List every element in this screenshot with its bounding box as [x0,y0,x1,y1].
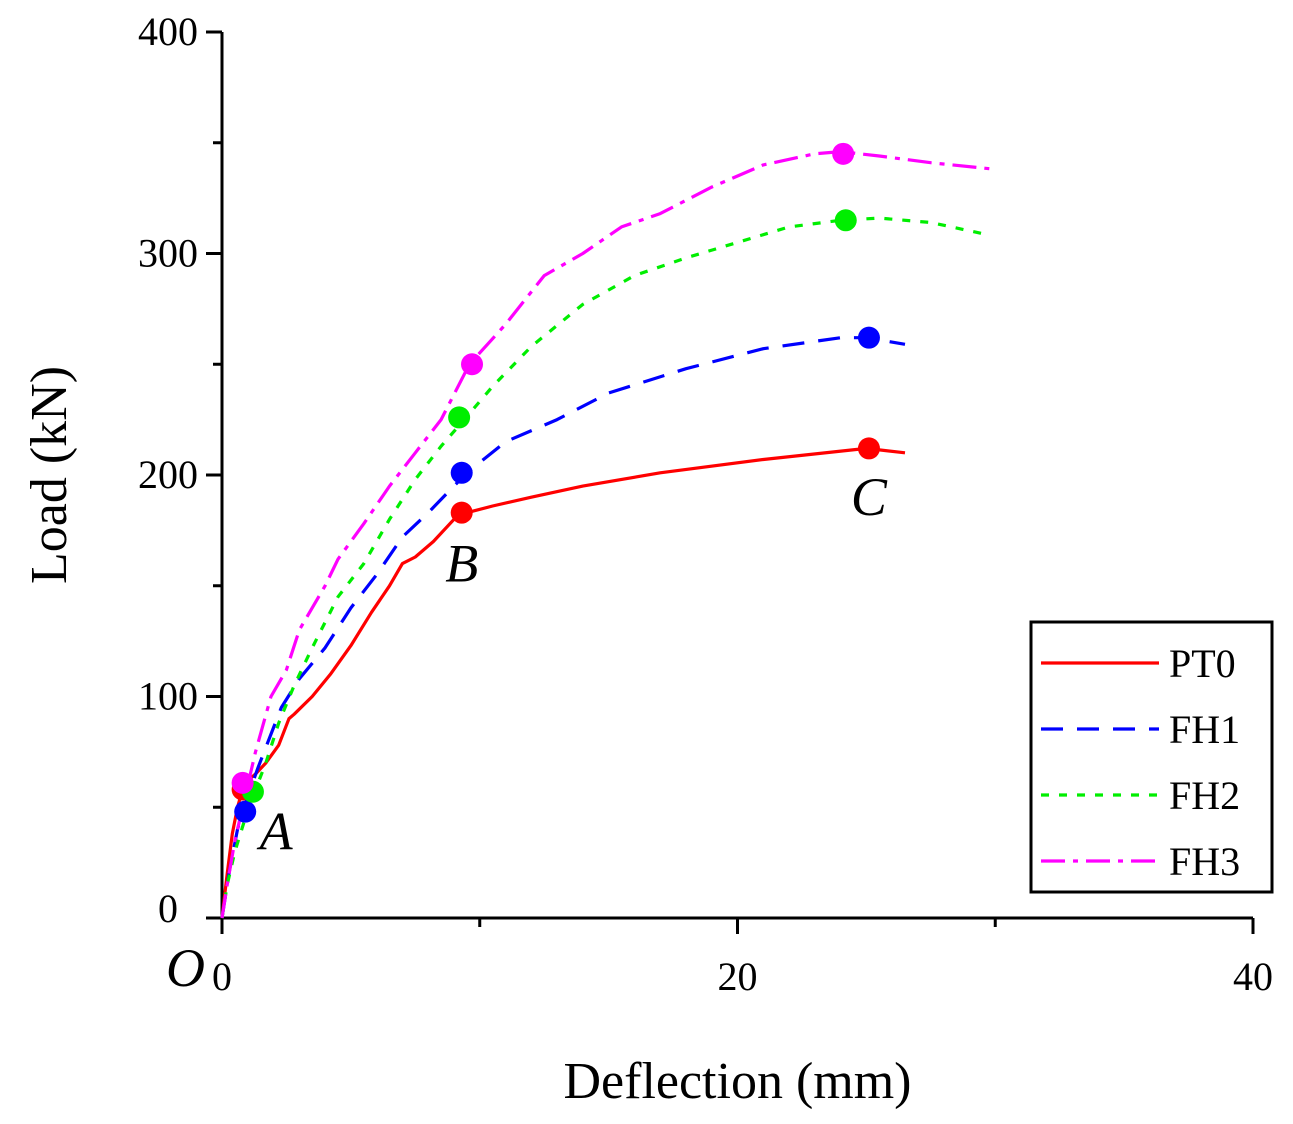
annotation-a: A [257,801,294,861]
legend-label-fh3: FH3 [1169,839,1240,884]
marker-pt0 [450,501,473,524]
marker-fh3 [231,771,254,794]
y-tick-label: 400 [138,9,198,54]
y-tick-label: 0 [158,886,178,931]
x-axis-title: Deflection (mm) [564,1053,912,1110]
x-tick-label: 0 [212,954,232,999]
marker-fh3 [461,353,484,376]
x-tick-label: 40 [1233,954,1273,999]
y-tick-label: 100 [138,674,198,719]
series-line-fh3 [220,150,996,919]
legend-box [1029,620,1274,894]
y-axis-title: Load (kN) [21,366,78,584]
series-line-pt0 [220,446,906,919]
marker-fh2 [834,209,857,232]
marker-fh2 [448,406,471,429]
origin-label: O [166,938,205,998]
y-tick-label: 300 [138,231,198,276]
legend: PT0 FH1 FH2 FH3 [1029,620,1274,894]
annotation-layer: A B C [257,467,888,861]
series-line-fh2 [220,216,983,919]
marker-layer [231,142,880,823]
series-line-fh1 [220,336,906,919]
marker-fh1 [450,461,473,484]
y-tick-label: 200 [138,452,198,497]
series-layer [220,150,996,919]
x-tick-label: 20 [718,954,758,999]
legend-label-fh2: FH2 [1169,773,1240,818]
annotation-b: B [445,533,478,593]
legend-label-pt0: PT0 [1169,641,1236,686]
legend-label-fh1: FH1 [1169,707,1240,752]
marker-fh3 [832,142,855,165]
axes: 100 200 300 400 00 20 40 O Deflection (mm) Load (… [21,9,1273,1110]
marker-fh1 [857,326,880,349]
marker-fh1 [234,800,257,823]
annotation-c: C [851,467,888,527]
marker-pt0 [857,437,880,460]
